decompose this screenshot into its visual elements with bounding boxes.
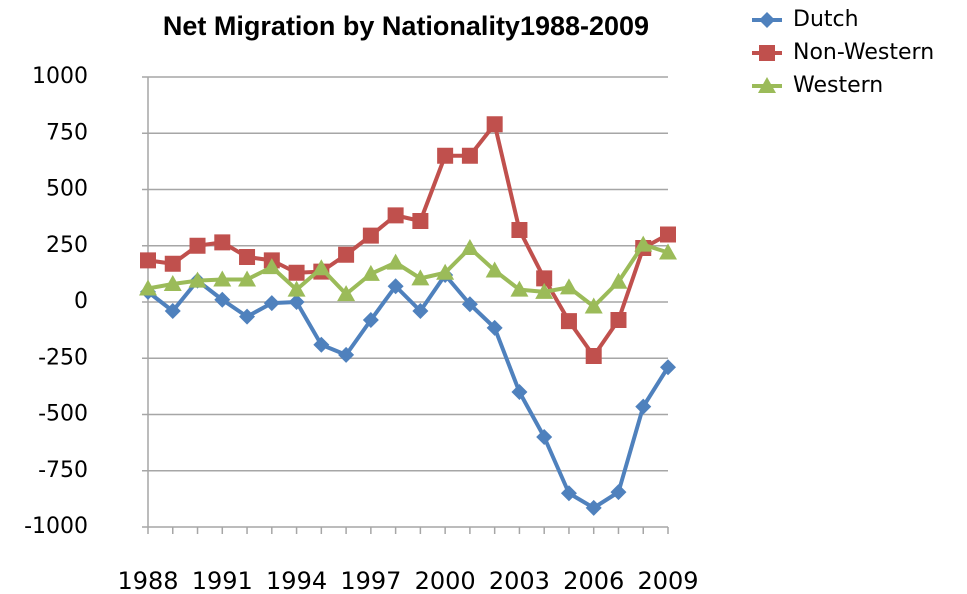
- marker: [288, 264, 305, 281]
- marker: [362, 227, 379, 244]
- marker: [609, 272, 628, 289]
- marker: [585, 348, 602, 364]
- marker: [338, 346, 355, 363]
- x-tick-label: 1997: [340, 567, 401, 594]
- y-tick-label: -500: [38, 402, 88, 427]
- marker: [411, 269, 430, 286]
- marker: [758, 77, 776, 93]
- marker: [412, 213, 429, 229]
- marker: [485, 261, 504, 278]
- marker: [635, 398, 652, 415]
- marker: [535, 282, 554, 299]
- x-tick-label: 1988: [117, 567, 178, 594]
- y-tick-label: -750: [38, 458, 88, 483]
- marker: [239, 249, 256, 265]
- marker: [437, 147, 454, 164]
- legend-label: Non-Western: [793, 40, 934, 65]
- y-tick-label: 1000: [32, 64, 88, 89]
- x-tick-label: 2003: [489, 567, 550, 594]
- marker: [386, 253, 405, 270]
- marker: [511, 222, 528, 238]
- marker: [164, 255, 181, 272]
- marker: [634, 235, 653, 252]
- marker: [214, 291, 231, 308]
- series-line: [146, 273, 670, 510]
- marker: [759, 45, 775, 61]
- x-tick-label: 2009: [637, 567, 698, 594]
- marker: [189, 237, 206, 254]
- y-tick-label: 250: [46, 233, 88, 258]
- marker: [486, 116, 503, 133]
- marker: [287, 280, 306, 297]
- series-line: [147, 122, 669, 358]
- marker: [361, 264, 380, 281]
- marker: [164, 303, 181, 319]
- marker: [510, 280, 529, 297]
- marker: [387, 207, 404, 224]
- marker: [660, 226, 676, 243]
- x-tick-label: 2000: [415, 567, 476, 594]
- marker: [214, 234, 231, 251]
- marker: [584, 297, 603, 314]
- marker: [759, 12, 775, 28]
- y-tick-label: -1000: [24, 514, 88, 539]
- marker: [436, 263, 455, 280]
- marker: [338, 246, 355, 263]
- marker: [139, 279, 157, 296]
- marker: [387, 278, 404, 295]
- y-tick-label: 0: [74, 289, 88, 314]
- chart-title: Net Migration by Nationality1988-2009: [163, 11, 649, 41]
- marker: [337, 285, 356, 302]
- y-tick-label: 750: [46, 120, 88, 145]
- marker: [188, 271, 207, 288]
- marker: [313, 336, 330, 353]
- x-tick-label: 1994: [266, 567, 327, 594]
- marker: [659, 243, 677, 260]
- marker: [288, 294, 305, 310]
- marker: [239, 308, 256, 325]
- marker: [560, 485, 577, 502]
- marker: [560, 313, 577, 330]
- legend-label: Western: [793, 73, 883, 98]
- marker: [238, 270, 257, 287]
- marker: [412, 303, 429, 319]
- marker: [213, 270, 232, 287]
- marker: [312, 259, 331, 276]
- marker: [559, 278, 578, 295]
- y-tick-label: 500: [46, 177, 88, 202]
- marker: [486, 319, 503, 336]
- marker: [163, 275, 182, 291]
- marker: [461, 147, 478, 164]
- marker: [263, 295, 280, 312]
- x-tick-label: 1991: [192, 567, 253, 594]
- marker: [362, 312, 379, 328]
- marker: [461, 296, 478, 313]
- marker: [536, 270, 553, 287]
- y-tick-label: -250: [38, 345, 88, 370]
- marker: [140, 252, 156, 269]
- marker: [460, 239, 479, 255]
- marker: [660, 359, 676, 376]
- marker: [585, 499, 602, 516]
- marker: [511, 384, 528, 400]
- legend-label: Dutch: [793, 7, 859, 32]
- x-tick-label: 2006: [563, 567, 624, 594]
- marker: [262, 258, 281, 275]
- marker: [536, 429, 553, 445]
- marker: [610, 312, 627, 328]
- marker: [610, 484, 627, 501]
- series-line: [147, 242, 669, 309]
